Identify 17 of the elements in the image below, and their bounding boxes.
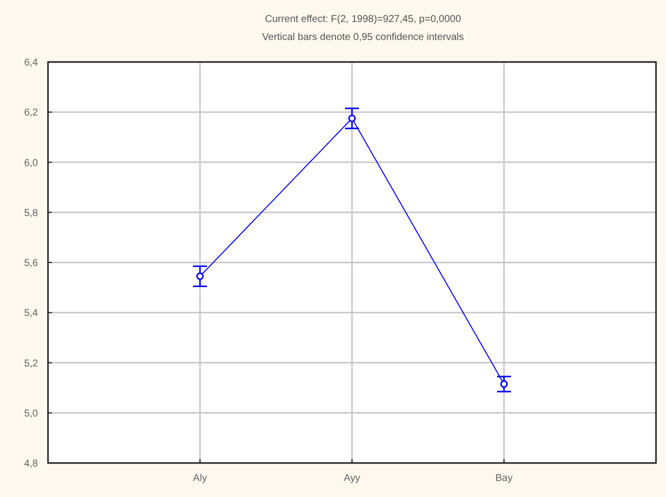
point bbox=[348, 114, 356, 122]
chart-subtitle: Vertical bars denote 0,95 confidence intervals bbox=[262, 32, 464, 43]
chart-title: Current effect: F(2, 1998)=927,45, p=0,0000 bbox=[264, 14, 462, 25]
x-tick-label: Bay bbox=[495, 473, 513, 484]
y-tick-label: 5,8 bbox=[24, 208, 38, 219]
y-tick-label: 6,2 bbox=[24, 108, 38, 119]
y-tick-label: 6,0 bbox=[24, 158, 38, 169]
point bbox=[500, 380, 508, 388]
x-tick-label: Ayy bbox=[344, 473, 360, 484]
y-tick-label: 5,0 bbox=[24, 408, 38, 420]
y-tick-label: 4,8 bbox=[24, 458, 38, 470]
y-tick-label: 5,4 bbox=[24, 308, 38, 320]
y-tick-label: 6,4 bbox=[24, 58, 38, 68]
y-tick-label: 5,6 bbox=[24, 258, 38, 269]
x-tick-label: Aly bbox=[193, 473, 207, 484]
point bbox=[196, 272, 204, 280]
y-tick-label: 5,2 bbox=[24, 358, 38, 370]
